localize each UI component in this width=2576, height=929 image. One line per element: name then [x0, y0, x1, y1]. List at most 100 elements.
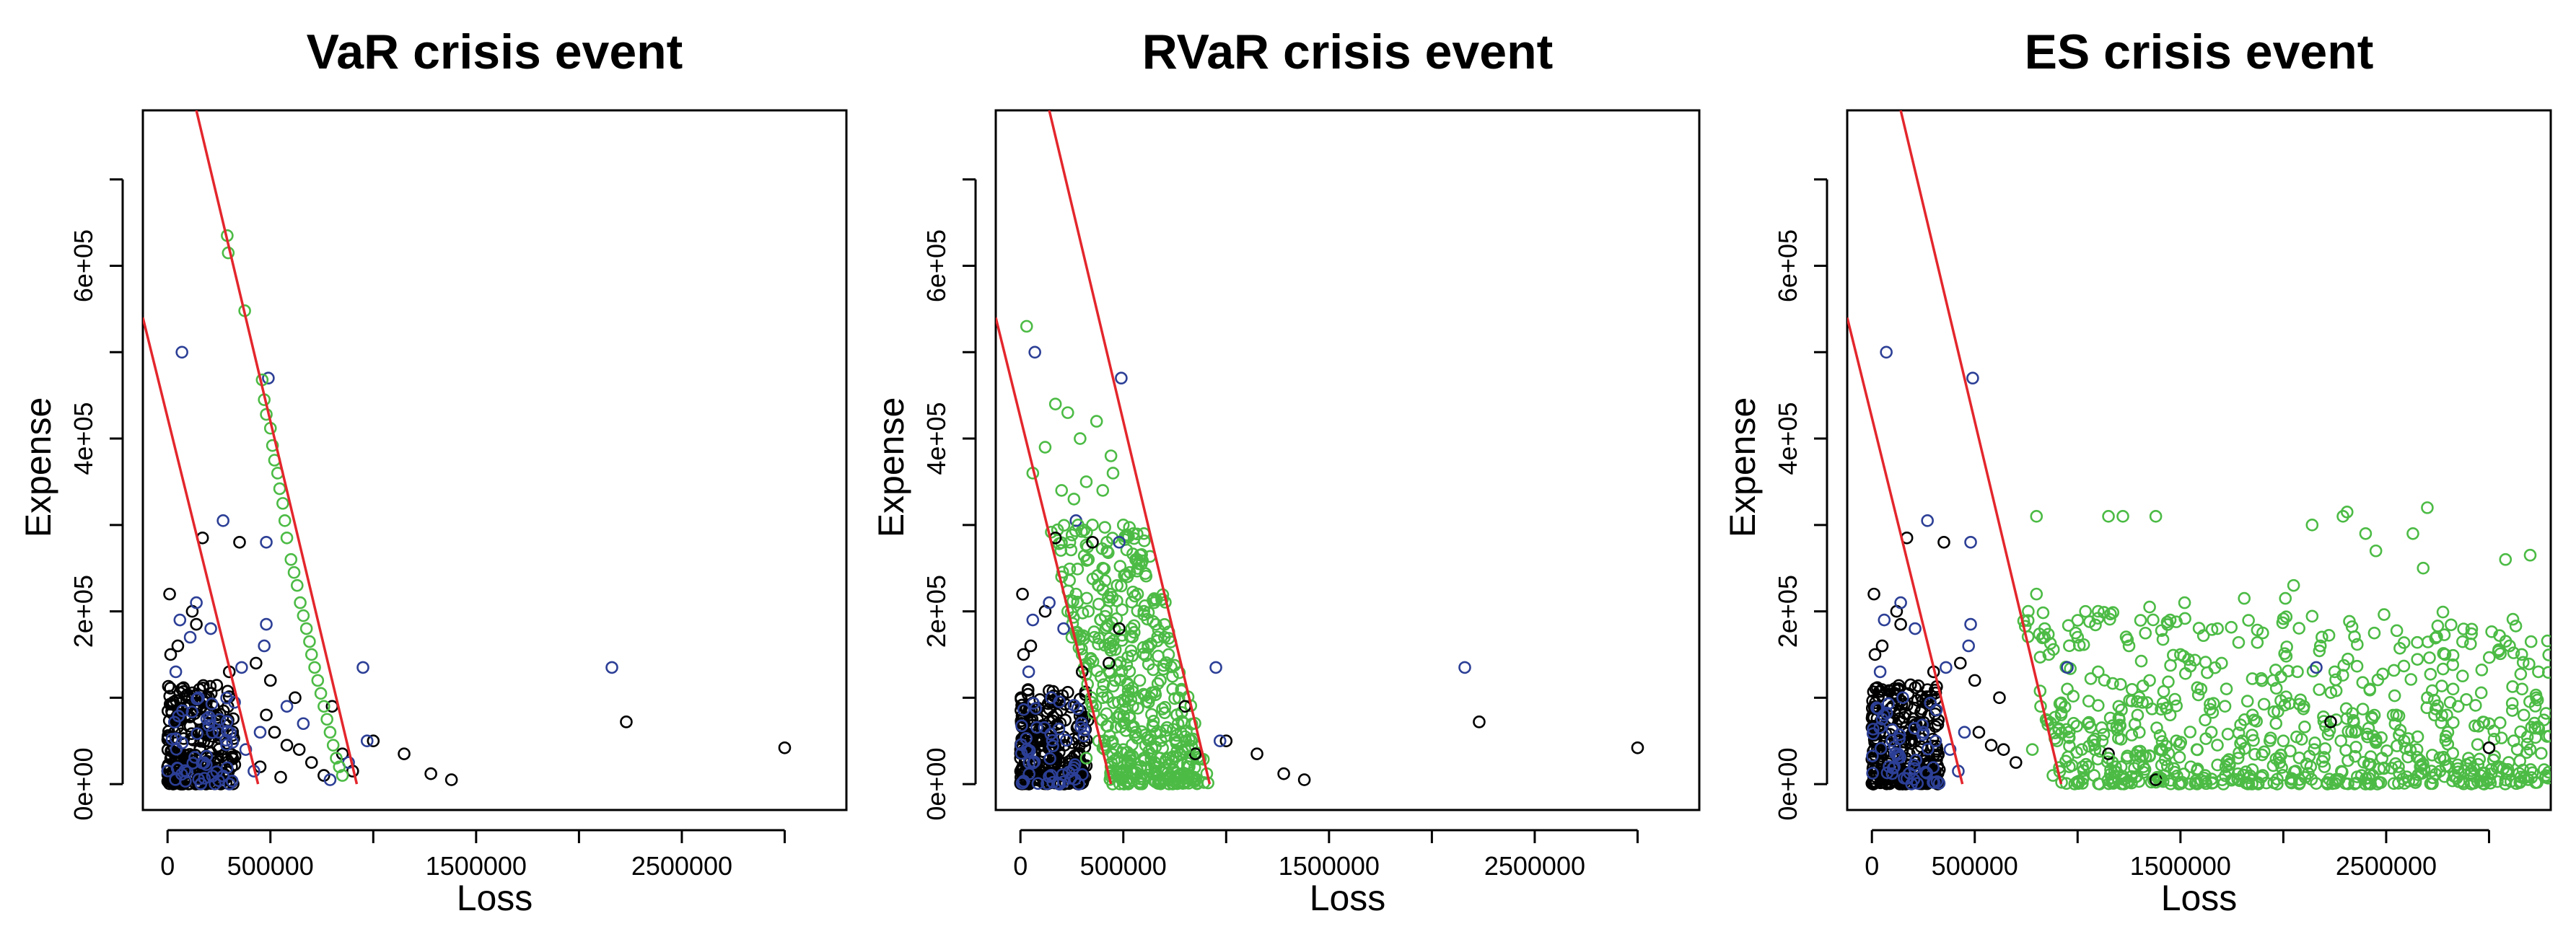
green-point	[1122, 777, 1136, 790]
green-point	[2241, 778, 2255, 791]
green-point	[2071, 630, 2085, 644]
blue-point	[1067, 698, 1081, 712]
green-point	[2071, 614, 2085, 627]
blue-point	[239, 743, 253, 756]
green-point	[1154, 674, 1167, 687]
green-point	[1107, 696, 1120, 709]
green-point	[2256, 626, 2269, 640]
blue-point	[1458, 661, 1471, 674]
black-point	[1021, 683, 1035, 696]
green-point	[299, 622, 313, 635]
green-point	[2539, 769, 2551, 782]
black-point	[2482, 741, 2496, 754]
green-point	[1145, 708, 1158, 721]
green-point	[1063, 535, 1077, 549]
green-point	[1103, 664, 1116, 678]
green-point	[2499, 552, 2513, 566]
green-point	[1121, 570, 1134, 584]
blue-point	[605, 661, 618, 674]
plot-frame	[994, 109, 1701, 811]
green-point	[1144, 691, 1157, 705]
green-point	[2036, 606, 2050, 620]
blue-point	[185, 705, 199, 718]
x-tick-label: 2500000	[2336, 851, 2437, 881]
blue-point	[206, 770, 219, 783]
green-point	[2356, 703, 2370, 716]
black-point	[263, 674, 277, 687]
black-point	[1968, 674, 1981, 687]
green-point	[2211, 622, 2224, 635]
green-point	[2086, 734, 2100, 748]
green-point	[2406, 527, 2419, 540]
blue-point	[1077, 723, 1091, 736]
blue-point	[1068, 758, 1082, 771]
green-point	[2160, 701, 2173, 715]
x-tick-label: 1500000	[426, 851, 527, 881]
blue-point	[226, 736, 240, 749]
blue-point	[1940, 661, 1953, 674]
green-point	[2474, 686, 2488, 700]
green-point	[2426, 777, 2439, 791]
green-point	[2222, 753, 2235, 766]
green-point	[1075, 648, 1089, 661]
green-point	[2199, 769, 2212, 782]
green-point	[2369, 733, 2383, 747]
green-point	[1088, 630, 1101, 644]
blue-point	[1015, 777, 1029, 790]
green-point	[2060, 723, 2073, 736]
green-point	[2220, 682, 2233, 695]
green-point	[2217, 778, 2230, 791]
green-point	[1147, 596, 1161, 609]
green-point	[1051, 523, 1064, 537]
green-point	[2445, 618, 2458, 632]
green-point	[2206, 706, 2220, 719]
green-point	[1166, 669, 1179, 683]
green-point	[2322, 629, 2336, 642]
upper-threshold-line	[195, 110, 359, 785]
green-point	[2503, 639, 2516, 653]
green-point	[303, 635, 316, 648]
y-axis-label: Expense	[871, 397, 911, 538]
green-point	[2441, 726, 2455, 739]
green-point	[1092, 578, 1105, 592]
green-point	[2271, 778, 2284, 791]
green-point	[284, 552, 298, 566]
green-point	[2354, 769, 2368, 782]
green-point	[2178, 596, 2191, 609]
blue-point	[323, 773, 337, 786]
green-point	[1072, 519, 1085, 532]
black-point	[2324, 716, 2337, 728]
green-point	[1149, 775, 1162, 788]
blue-point	[175, 736, 189, 749]
green-point	[2271, 772, 2284, 786]
green-point	[2120, 752, 2134, 765]
blue-point	[186, 757, 200, 770]
green-point	[2341, 725, 2355, 738]
green-point	[2460, 693, 2473, 706]
green-point	[2153, 728, 2167, 742]
green-point	[2222, 757, 2236, 770]
blue-point	[1888, 740, 1901, 754]
black-point	[268, 726, 281, 739]
green-point	[2292, 751, 2306, 765]
blue-point	[1962, 639, 1976, 653]
green-point	[2125, 695, 2139, 708]
green-point	[2082, 695, 2095, 708]
black-point	[1867, 743, 1881, 757]
green-point	[2411, 730, 2424, 744]
blue-point	[1873, 721, 1887, 734]
green-point	[297, 609, 310, 622]
blue-point	[1046, 734, 1059, 747]
green-point	[2387, 664, 2401, 677]
green-point	[1065, 630, 1079, 644]
green-point	[2250, 715, 2263, 728]
green-point	[2279, 690, 2292, 703]
blue-point	[1929, 703, 1943, 717]
green-point	[2468, 699, 2482, 712]
green-point	[330, 752, 343, 765]
blue-point	[183, 630, 197, 644]
black-point	[183, 719, 197, 733]
blue-point	[1059, 734, 1073, 747]
black-point	[2102, 747, 2115, 760]
black-point	[1188, 747, 1202, 760]
